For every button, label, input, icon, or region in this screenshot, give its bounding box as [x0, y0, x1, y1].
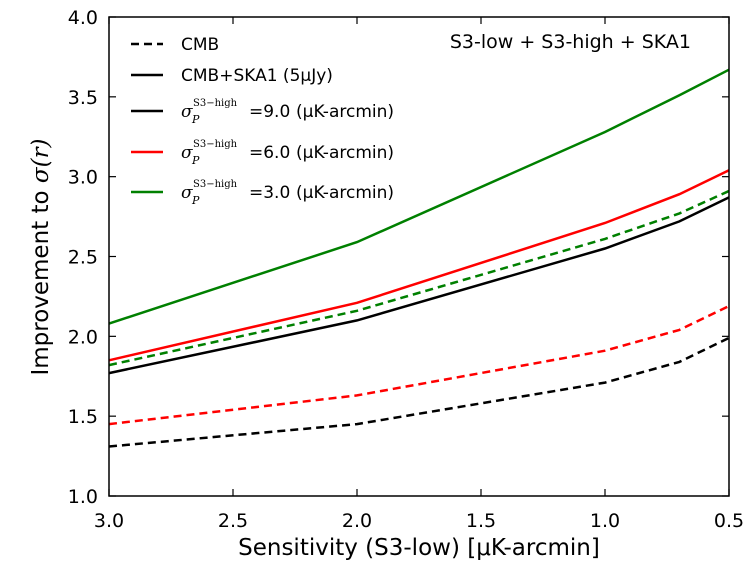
y-tick-label-2: 2.0	[68, 326, 98, 348]
legend-label-1: CMB	[181, 35, 219, 55]
axis-ticks	[108, 16, 730, 497]
legend-sup-3: S3−high	[193, 98, 238, 109]
y-tick-label-5: 3.5	[68, 87, 98, 109]
legend-sigma-4: σ	[181, 143, 193, 163]
x-tick-label-0: 3.0	[94, 510, 124, 532]
x-tick-label-5: 0.5	[714, 510, 744, 532]
y-axis-label: Improvement to σ(r)	[28, 138, 54, 375]
legend-sub-5: P	[191, 194, 200, 207]
x-tick-label-4: 1.0	[590, 510, 620, 532]
x-axis-label: Sensitivity (S3-low) [μK-arcmin]	[238, 535, 600, 561]
legend-value-5: =3.0	[249, 183, 290, 203]
legend-sub-3: P	[191, 113, 200, 126]
x-tick-label-2: 2.0	[342, 510, 372, 532]
legend-units-4: (μK-arcmin)	[296, 143, 394, 163]
series-line-4	[108, 196, 730, 375]
series-line-3	[108, 189, 730, 367]
legend-units-3: (μK-arcmin)	[296, 102, 394, 122]
plot-background	[109, 17, 729, 496]
series-line-6	[108, 68, 730, 325]
series-line-5	[108, 169, 730, 362]
y-tick-label-1: 1.5	[68, 406, 98, 428]
series-line-2	[108, 304, 730, 426]
y-tick-label-6: 4.0	[68, 7, 98, 29]
legend-value-3: =9.0	[249, 102, 290, 122]
y-tick-label-4: 3.0	[68, 167, 98, 189]
y-axis-label-text: Improvement to	[28, 183, 54, 375]
y-tick-label-0: 1.0	[68, 486, 98, 508]
legend-sup-4: S3−high	[193, 139, 238, 150]
legend-value-4: =6.0	[249, 143, 290, 163]
legend-sub-4: P	[191, 154, 200, 167]
chart-annotation: S3-low + S3-high + SKA1	[450, 31, 691, 53]
legend-sigma-3: σ	[181, 102, 193, 122]
legend-sigma-5: σ	[181, 183, 193, 203]
x-tick-label-3: 1.5	[466, 510, 496, 532]
legend-units-5: (μK-arcmin)	[296, 183, 394, 203]
legend-label-2: CMB+SKA1 (5μJy)	[181, 66, 333, 86]
series-lines	[108, 68, 730, 448]
y-axis-label-math: σ(r)	[28, 138, 54, 183]
legend-sup-5: S3−high	[193, 179, 238, 190]
x-tick-label-1: 2.5	[218, 510, 248, 532]
series-line-1	[108, 336, 730, 448]
y-tick-label-3: 2.5	[68, 247, 98, 269]
axis-tick-labels: 3.0 2.5 2.0 1.5 1.0 0.5 1.0 1.5 2.0 2.5 3.0 3.5 4.0	[68, 7, 744, 532]
